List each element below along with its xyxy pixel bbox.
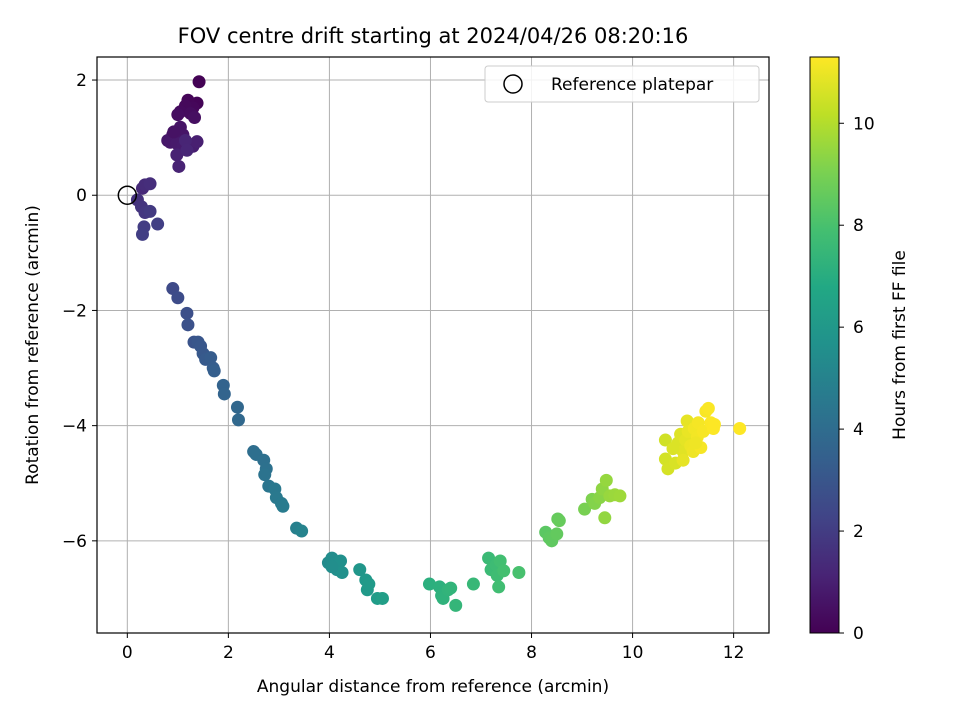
legend-box <box>484 65 760 103</box>
x-tick-label: 12 <box>723 643 745 663</box>
x-tick-label: 10 <box>622 643 644 663</box>
colorbar-label: Hours from first FF file <box>890 250 910 440</box>
data-point <box>598 511 612 525</box>
data-point <box>676 453 690 467</box>
colorbar-tick-label: 0 <box>853 624 864 644</box>
data-point <box>492 580 506 594</box>
data-point <box>204 351 218 365</box>
legend-marker <box>503 74 523 94</box>
data-point <box>325 560 339 574</box>
y-tick-label: −6 <box>62 532 87 552</box>
data-point <box>180 306 194 320</box>
data-point <box>733 422 747 436</box>
y-tick-label: −4 <box>62 417 87 437</box>
data-point <box>231 413 245 427</box>
data-point <box>512 566 526 580</box>
x-tick-label: 4 <box>324 643 335 663</box>
data-point <box>613 489 627 503</box>
x-axis-label: Angular distance from reference (arcmin) <box>257 677 609 697</box>
plot-frame <box>96 56 770 634</box>
data-point <box>207 364 221 378</box>
colorbar-gradient <box>809 56 840 634</box>
data-point <box>658 452 672 466</box>
data-point <box>180 143 194 157</box>
data-point <box>362 577 376 591</box>
data-point <box>696 424 710 438</box>
data-point <box>188 110 202 124</box>
data-point <box>178 134 192 148</box>
data-point <box>143 204 157 218</box>
reference-marker <box>117 185 138 205</box>
grid-lines <box>97 57 769 633</box>
data-point <box>497 564 511 578</box>
y-axis-ticks: −6 −4 −2 0 2 <box>62 71 97 552</box>
data-point <box>230 400 244 414</box>
data-point <box>444 581 458 595</box>
data-point <box>666 442 680 456</box>
x-tick-label: 0 <box>122 643 133 663</box>
data-point <box>151 217 165 231</box>
data-point <box>658 433 672 447</box>
colorbar-tick-label: 10 <box>853 114 875 134</box>
colorbar-ticks: 0 2 4 6 8 10 <box>839 114 875 644</box>
data-point <box>171 291 185 305</box>
data-point <box>422 577 436 591</box>
data-point <box>449 598 463 612</box>
colorbar-tick-label: 6 <box>853 318 864 338</box>
colorbar-tick-label: 4 <box>853 420 864 440</box>
legend: Reference platepar <box>484 65 760 103</box>
data-point <box>335 566 349 580</box>
data-point <box>578 502 592 516</box>
data-point <box>135 227 149 241</box>
x-tick-label: 8 <box>526 643 537 663</box>
data-point <box>143 177 157 191</box>
data-point <box>552 514 566 528</box>
colorbar-tick-label: 2 <box>853 522 864 542</box>
data-point <box>375 591 389 605</box>
colorbar: 0 2 4 6 8 10 Hours from first FF file <box>809 56 910 644</box>
data-point <box>171 108 185 122</box>
data-point <box>689 436 703 450</box>
data-point <box>217 387 231 401</box>
y-tick-label: 0 <box>76 186 87 206</box>
data-point <box>190 135 204 149</box>
data-point <box>493 554 507 568</box>
data-point <box>599 473 613 487</box>
y-tick-label: −2 <box>62 301 87 321</box>
data-point <box>701 401 715 415</box>
data-point <box>167 125 181 139</box>
legend-label: Reference platepar <box>551 75 713 95</box>
chart-title: FOV centre drift starting at 2024/04/26 … <box>178 24 689 48</box>
x-tick-label: 6 <box>425 643 436 663</box>
data-point <box>550 527 564 541</box>
x-tick-label: 2 <box>223 643 234 663</box>
data-point <box>466 577 480 591</box>
scatter-points <box>130 75 747 612</box>
data-point <box>181 318 195 332</box>
data-point <box>172 159 186 173</box>
y-tick-label: 2 <box>76 71 87 91</box>
data-point <box>170 148 184 162</box>
x-axis-ticks: 0 2 4 6 8 10 12 <box>122 633 745 663</box>
data-point <box>353 563 367 577</box>
colorbar-tick-label: 8 <box>853 216 864 236</box>
data-point <box>258 468 272 482</box>
data-point <box>192 75 206 89</box>
data-point <box>295 524 309 538</box>
y-axis-label: Rotation from reference (arcmin) <box>23 205 43 485</box>
data-point <box>707 417 721 431</box>
data-point <box>276 499 290 513</box>
